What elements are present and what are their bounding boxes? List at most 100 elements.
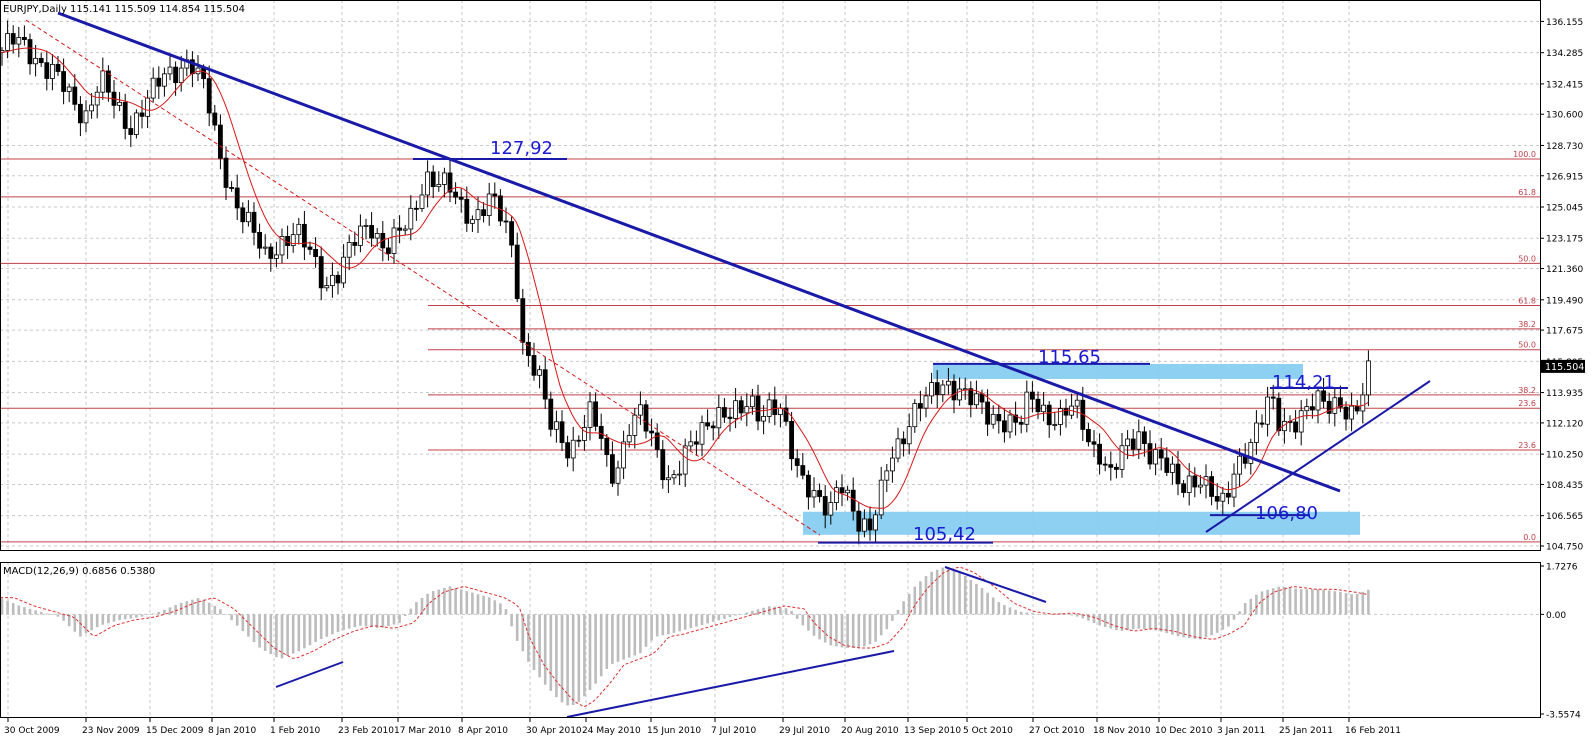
dashed-channel-line xyxy=(25,19,821,536)
candle-body xyxy=(520,298,526,343)
candle-body xyxy=(554,421,559,430)
macd-bar xyxy=(857,614,861,648)
macd-bar xyxy=(476,594,480,615)
macd-bar xyxy=(762,607,765,615)
candle-body xyxy=(72,86,78,105)
candle-body xyxy=(363,225,369,227)
y-tick-label: 128.730 xyxy=(1546,142,1583,152)
candle-body xyxy=(598,425,604,439)
macd-bar xyxy=(51,614,54,616)
candle-body xyxy=(918,403,923,409)
candle-body xyxy=(1063,408,1069,416)
macd-bar xyxy=(499,603,502,615)
candle-body xyxy=(660,449,666,481)
macd-bar xyxy=(655,614,659,637)
y-tick-label: 130.600 xyxy=(1546,111,1583,121)
macd-bar xyxy=(650,614,653,641)
candle-body xyxy=(1086,429,1091,443)
macd-bar xyxy=(443,587,446,615)
macd-bar xyxy=(734,614,737,616)
candle-body xyxy=(632,414,638,436)
candle-body xyxy=(677,473,682,476)
macd-bar xyxy=(695,614,698,627)
macd-bar xyxy=(90,614,93,631)
candle-body xyxy=(783,407,789,422)
candle-body xyxy=(1142,431,1147,444)
candle-body xyxy=(1293,421,1298,433)
candle-body xyxy=(509,221,515,246)
macd-series xyxy=(0,566,1370,718)
macd-bar xyxy=(1036,614,1040,615)
candle-body xyxy=(212,112,218,126)
macd-bar xyxy=(1327,590,1331,615)
macd-bar xyxy=(112,614,116,622)
macd-bar xyxy=(364,614,368,627)
fib-level-label: 100.0 xyxy=(1513,150,1536,159)
candle-body xyxy=(800,465,806,476)
candle-body xyxy=(66,86,72,92)
price-annotations: 127,92 115,65 114,21 106,80 105,42 xyxy=(490,138,1335,545)
macd-bar xyxy=(1120,614,1124,631)
macd-bar xyxy=(941,567,945,615)
last-price-label: 115.504 xyxy=(1545,362,1584,373)
macd-bar xyxy=(952,570,956,615)
candle-body xyxy=(413,207,419,210)
symbol-label: EURJPY,Daily xyxy=(3,4,67,15)
candle-body xyxy=(369,225,375,239)
macd-bar xyxy=(202,599,205,615)
candle-body xyxy=(895,438,901,459)
candle-body xyxy=(402,228,408,231)
candle-body xyxy=(1332,397,1338,414)
candle-body xyxy=(44,62,50,79)
candle-body xyxy=(643,404,649,432)
macd-bar xyxy=(795,614,799,619)
x-tick-label: 24 May 2010 xyxy=(582,726,641,736)
macd-bar xyxy=(1059,613,1062,615)
candle-body xyxy=(671,474,677,479)
macd-bar xyxy=(437,589,441,615)
candle-body xyxy=(341,256,347,284)
candle-body xyxy=(548,398,554,430)
macd-bar xyxy=(840,614,844,648)
fib-level-label: 23.6 xyxy=(1518,441,1536,450)
y-tick-label: 136.155 xyxy=(1546,18,1583,28)
candle-body xyxy=(1175,463,1181,485)
main-grid xyxy=(0,0,1540,550)
candle-body xyxy=(385,247,391,254)
candle-body xyxy=(1024,391,1030,425)
x-tick-label: 25 Jan 2011 xyxy=(1279,726,1333,736)
resistance-zone xyxy=(933,363,1303,379)
candle-body xyxy=(21,36,27,40)
support-zone xyxy=(803,511,1360,535)
macd-label: MACD(12,26,9) 0.6856 0.5380 xyxy=(3,566,155,577)
macd-bar xyxy=(325,614,329,637)
candle-body xyxy=(1310,406,1315,411)
macd-bar xyxy=(471,592,474,615)
macd-bar xyxy=(980,588,984,615)
macd-bar xyxy=(868,614,872,645)
macd-bar xyxy=(319,614,323,640)
x-tick-label: 10 Dec 2010 xyxy=(1155,726,1213,736)
trendlines xyxy=(57,11,1431,544)
macd-bar xyxy=(151,613,155,615)
x-tick-label: 18 Nov 2010 xyxy=(1093,726,1151,736)
macd-bar xyxy=(1182,614,1185,638)
macd-bar xyxy=(415,602,418,615)
macd-bar xyxy=(403,614,407,616)
candle-body xyxy=(1170,463,1175,473)
macd-bar xyxy=(353,614,357,628)
candle-body xyxy=(318,256,324,289)
macd-bar xyxy=(1171,614,1174,635)
macd-bar xyxy=(997,602,1001,615)
macd-bar xyxy=(1221,614,1225,630)
macd-bar xyxy=(616,614,620,662)
y-tick-label: 126.915 xyxy=(1546,172,1583,182)
macd-bar xyxy=(291,614,295,654)
candle-body xyxy=(1130,438,1136,450)
x-tick-label: 3 Jan 2011 xyxy=(1217,726,1265,736)
macd-bar xyxy=(482,595,485,615)
macd-y-tick-label: 1.7276 xyxy=(1546,563,1578,573)
candle-body xyxy=(621,441,626,469)
candle-body xyxy=(761,416,766,422)
candle-body xyxy=(245,211,251,223)
